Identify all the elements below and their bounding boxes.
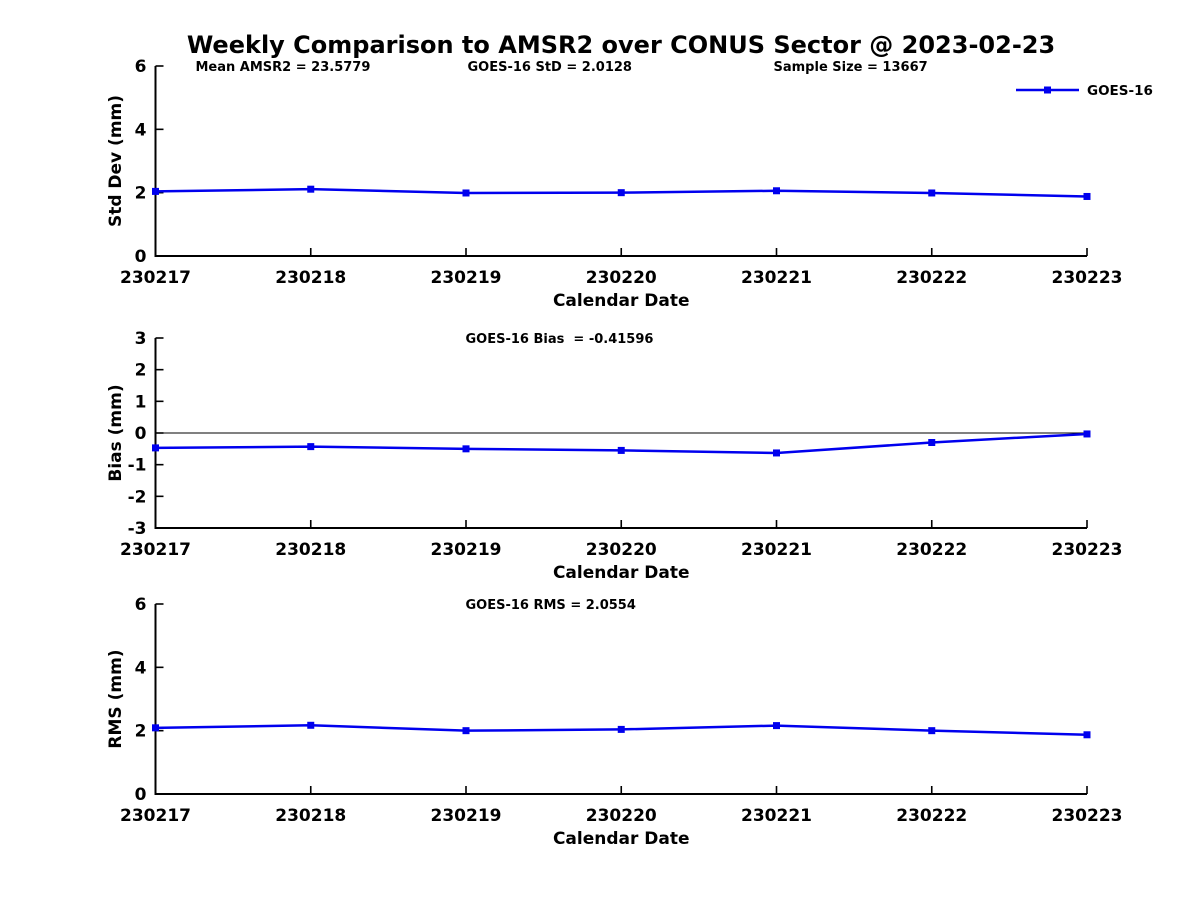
data-point-marker bbox=[928, 439, 936, 446]
data-point-marker bbox=[462, 189, 470, 197]
y-tick-label: 3 bbox=[135, 329, 147, 349]
y-tick-label: 1 bbox=[135, 392, 147, 412]
x-tick-label: 230218 bbox=[275, 540, 346, 560]
figure-title: Weekly Comparison to AMSR2 over CONUS Se… bbox=[187, 31, 1055, 59]
x-tick-label: 230221 bbox=[741, 806, 812, 826]
x-tick-label: 230223 bbox=[1052, 268, 1123, 288]
x-tick-label: 230220 bbox=[586, 540, 657, 560]
x-tick-label: 230223 bbox=[1052, 806, 1123, 826]
data-point-marker bbox=[462, 445, 470, 453]
x-tick-label: 230217 bbox=[120, 806, 191, 826]
x-tick-label: 230220 bbox=[586, 268, 657, 288]
data-point-marker bbox=[307, 443, 315, 451]
x-axis-label: Calendar Date bbox=[553, 291, 690, 311]
y-axis-label: RMS (mm) bbox=[106, 649, 126, 748]
y-tick-label: 0 bbox=[135, 785, 147, 805]
data-point-marker bbox=[1083, 731, 1091, 739]
y-tick-label: 4 bbox=[135, 120, 147, 140]
x-axis-label: Calendar Date bbox=[553, 829, 690, 849]
y-tick-label: 2 bbox=[135, 361, 147, 381]
data-point-marker bbox=[152, 724, 159, 732]
x-tick-label: 230221 bbox=[741, 540, 812, 560]
data-point-marker bbox=[617, 446, 625, 454]
data-point-marker bbox=[307, 185, 315, 193]
y-tick-label: 6 bbox=[135, 595, 147, 615]
annotation: Sample Size = 13667 bbox=[774, 60, 928, 75]
x-axis-label: Calendar Date bbox=[553, 563, 690, 583]
y-tick-label: 0 bbox=[135, 247, 147, 267]
y-tick-label: -3 bbox=[128, 519, 147, 539]
legend: GOES-16 bbox=[1016, 83, 1153, 99]
x-tick-label: 230218 bbox=[275, 806, 346, 826]
y-tick-label: -2 bbox=[128, 487, 147, 507]
annotation: Mean AMSR2 = 23.5779 bbox=[196, 60, 371, 75]
x-tick-label: 230217 bbox=[120, 540, 191, 560]
chart-panel-std-dev: 0 2 4 6 230217 230218 230219 230220 230221 230222… bbox=[106, 57, 1153, 311]
data-point-marker bbox=[928, 727, 936, 735]
data-point-marker bbox=[773, 187, 780, 195]
legend-label: GOES-16 bbox=[1087, 83, 1153, 99]
data-point-marker bbox=[773, 449, 780, 457]
data-point-marker bbox=[152, 444, 159, 452]
x-tick-label: 230217 bbox=[120, 268, 191, 288]
data-point-marker bbox=[773, 722, 780, 730]
x-tick-label: 230218 bbox=[275, 268, 346, 288]
annotation: GOES-16 Bias = -0.41596 bbox=[466, 332, 654, 347]
data-point-marker bbox=[617, 189, 625, 197]
x-tick-label: 230223 bbox=[1052, 540, 1123, 560]
annotation: GOES-16 StD = 2.0128 bbox=[468, 60, 632, 75]
data-point-marker bbox=[928, 189, 936, 197]
y-tick-label: 0 bbox=[135, 424, 147, 444]
chart-panel-bias: -3 -2 -1 0 1 2 3 230217 230218 230219 230220 230221… bbox=[106, 329, 1122, 583]
x-tick-label: 230220 bbox=[586, 806, 657, 826]
data-point-marker bbox=[1083, 192, 1091, 200]
x-tick-label: 230222 bbox=[896, 540, 967, 560]
data-point-marker bbox=[1083, 430, 1091, 438]
legend-marker bbox=[1044, 86, 1051, 94]
data-point-marker bbox=[617, 725, 625, 733]
annotation: GOES-16 RMS = 2.0554 bbox=[466, 598, 636, 613]
chart-panel-rms: 0 2 4 6 230217 230218 230219 230220 230221 230222… bbox=[106, 595, 1122, 849]
x-tick-label: 230222 bbox=[896, 806, 967, 826]
y-axis-label: Bias (mm) bbox=[106, 384, 126, 481]
x-tick-label: 230219 bbox=[431, 268, 502, 288]
x-tick-label: 230221 bbox=[741, 268, 812, 288]
y-tick-label: 2 bbox=[135, 722, 147, 742]
y-tick-label: 2 bbox=[135, 184, 147, 204]
charts-root: 0 2 4 6 230217 230218 230219 230220 230221 230222… bbox=[106, 57, 1153, 849]
data-point-marker bbox=[307, 721, 315, 729]
x-tick-label: 230219 bbox=[431, 540, 502, 560]
y-tick-label: 6 bbox=[135, 57, 147, 77]
x-tick-label: 230222 bbox=[896, 268, 967, 288]
data-point-marker bbox=[152, 187, 159, 195]
data-point-marker bbox=[462, 727, 470, 735]
y-axis-label: Std Dev (mm) bbox=[106, 95, 126, 227]
x-tick-label: 230219 bbox=[431, 806, 502, 826]
y-tick-label: 4 bbox=[135, 658, 147, 678]
y-tick-label: -1 bbox=[128, 456, 147, 476]
